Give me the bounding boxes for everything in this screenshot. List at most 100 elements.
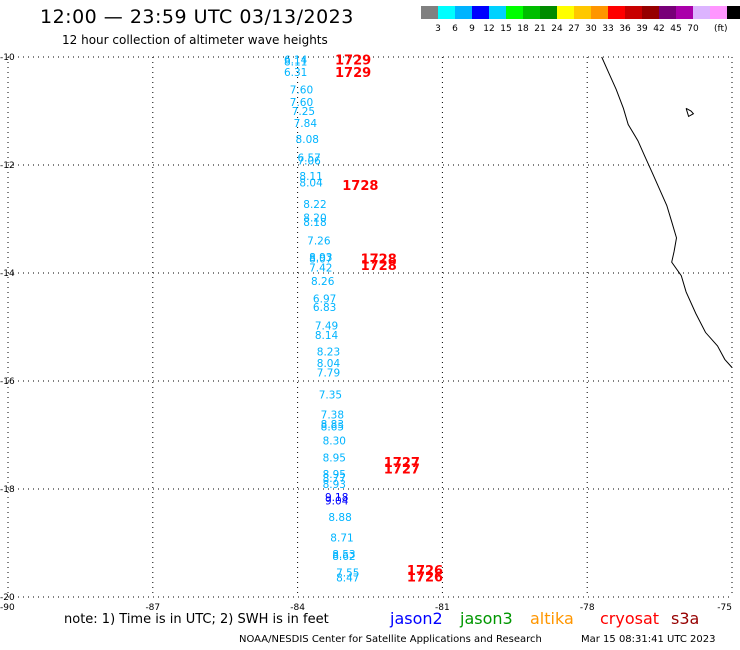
colorbar-swatch bbox=[472, 6, 489, 19]
colorbar-swatch bbox=[574, 6, 591, 19]
y-tick-label: -18 bbox=[0, 485, 15, 495]
colorbar-label: 15 bbox=[500, 24, 511, 34]
swh-value-s3a: 8.23 bbox=[317, 346, 340, 358]
swh-value-s3a: 8.14 bbox=[315, 330, 339, 342]
x-tick-label: -87 bbox=[145, 603, 160, 613]
pass-time-label: 1729 bbox=[335, 66, 371, 81]
colorbar-label: 18 bbox=[517, 24, 529, 34]
swh-value-s3a: 8.08 bbox=[296, 134, 319, 146]
pass-time-label: 1727 bbox=[384, 462, 420, 477]
swh-value-s3a: 8.18 bbox=[303, 217, 326, 229]
swh-value-s3a: 8.04 bbox=[299, 177, 323, 189]
colorbar-label: 45 bbox=[670, 24, 681, 34]
axis-tick-labels: -90 -87 -84 -81 -78 -75 -10 -12 -14 -16 -18 -20 bbox=[0, 53, 732, 613]
swh-value-s3a: 8.95 bbox=[323, 453, 346, 465]
swh-value-s3a: 8.53 bbox=[332, 549, 355, 561]
y-tick-label: -14 bbox=[0, 269, 15, 279]
swh-value-s3a: 8.71 bbox=[330, 533, 353, 545]
coastline-line bbox=[601, 56, 733, 368]
map-grid bbox=[7, 56, 733, 598]
swh-value-s3a: 8.30 bbox=[323, 435, 346, 447]
swh-value-s3a: 8.93 bbox=[323, 479, 346, 491]
pass-time-label: 1728 bbox=[361, 259, 397, 274]
wave-height-observations: 9.189.046.148.116.317.607.607.257.848.08… bbox=[284, 55, 360, 585]
x-tick-label: -78 bbox=[580, 603, 595, 613]
colorbar-swatch bbox=[676, 6, 693, 19]
swh-value-s3a: 7.84 bbox=[294, 118, 318, 130]
swh-value-s3a: 8.04 bbox=[317, 358, 341, 370]
swh-value-s3a: 8.20 bbox=[303, 212, 326, 224]
legend-jason2: jason2 bbox=[390, 609, 443, 628]
map-title: 12:00 — 23:59 UTC 03/13/2023 bbox=[40, 6, 354, 28]
colorbar-swatch bbox=[710, 6, 727, 19]
swh-value-s3a: 8.77 bbox=[323, 473, 346, 485]
swh-value-s3a: 7.49 bbox=[315, 320, 338, 332]
color-scale-legend: 3 6 9 12 15 18 21 24 27 30 33 36 39 42 45 70 (ft) bbox=[421, 6, 740, 34]
swh-value-s3a: 8.22 bbox=[303, 199, 326, 211]
swh-value-s3a: 6.97 bbox=[313, 293, 336, 305]
colorbar-label: 3 bbox=[435, 24, 441, 34]
colorbar-label: 70 bbox=[687, 24, 699, 34]
colorbar-swatch bbox=[659, 6, 676, 19]
colorbar-label: 30 bbox=[585, 24, 597, 34]
swh-value-s3a: 8.11 bbox=[284, 56, 307, 68]
colorbar-label: 36 bbox=[619, 24, 631, 34]
colorbar-label: 42 bbox=[653, 24, 664, 34]
island-outline bbox=[685, 107, 695, 118]
pass-time-label: 1728 bbox=[342, 179, 378, 194]
colorbar-label: 6 bbox=[452, 24, 458, 34]
y-tick-label: -10 bbox=[0, 53, 15, 63]
colorbar-label: 39 bbox=[636, 24, 648, 34]
colorbar-swatch bbox=[642, 6, 659, 19]
pass-time-label: 1727 bbox=[384, 456, 420, 471]
swh-value-s3a: 8.83 bbox=[321, 419, 344, 431]
swh-value-s3a: 8.62 bbox=[332, 551, 355, 563]
swh-value-s3a: 6.83 bbox=[313, 302, 336, 314]
x-tick-label: -81 bbox=[435, 603, 450, 613]
swh-value-s3a: 7.35 bbox=[319, 390, 342, 402]
colorbar-swatch bbox=[625, 6, 642, 19]
colorbar-label: 9 bbox=[469, 24, 475, 34]
colorbar-swatch bbox=[523, 6, 540, 19]
swh-value-s3a: 8.88 bbox=[328, 512, 351, 524]
swh-value-s3a: 8.47 bbox=[336, 573, 359, 585]
colorbar-swatch bbox=[540, 6, 557, 19]
swh-value-s3a: 8.26 bbox=[311, 276, 335, 288]
swh-value-s3a: 7.38 bbox=[321, 409, 344, 421]
swh-value-s3a: 7.55 bbox=[336, 568, 359, 580]
colorbar-swatch bbox=[557, 6, 574, 19]
swh-value-s3a: 7.60 bbox=[290, 97, 313, 109]
swh-value-s3a: 7.42 bbox=[309, 263, 332, 275]
swh-value-jason2: 9.04 bbox=[325, 495, 349, 507]
x-tick-label: -84 bbox=[290, 603, 305, 613]
note-text: note: 1) Time is in UTC; 2) SWH is in fe… bbox=[64, 612, 329, 627]
colorbar-label: 33 bbox=[602, 24, 613, 34]
pass-time-label: 1729 bbox=[335, 54, 371, 69]
colorbar-label: 21 bbox=[534, 24, 545, 34]
colorbar-swatch bbox=[608, 6, 625, 19]
swh-value-s3a: 8.95 bbox=[323, 469, 346, 481]
legend-s3a: s3a bbox=[671, 609, 700, 628]
swh-value-jason2: 9.18 bbox=[325, 492, 348, 504]
y-tick-label: -16 bbox=[0, 377, 15, 387]
y-tick-label: -12 bbox=[0, 161, 15, 171]
swh-value-s3a: 8.11 bbox=[299, 171, 322, 183]
swh-value-s3a: 7.60 bbox=[290, 84, 313, 96]
swh-value-s3a: 7.06 bbox=[297, 156, 321, 168]
legend-altika: altika bbox=[530, 609, 574, 628]
colorbar-swatch bbox=[506, 6, 523, 19]
credit-text: NOAA/NESDIS Center for Satellite Applica… bbox=[239, 634, 542, 645]
x-tick-label: -75 bbox=[717, 603, 732, 613]
colorbar-swatch bbox=[489, 6, 506, 19]
swh-value-s3a: 6.57 bbox=[297, 152, 320, 164]
colorbar-swatch bbox=[438, 6, 455, 19]
pass-time-label: 1726 bbox=[407, 570, 443, 585]
colorbar-swatch bbox=[591, 6, 608, 19]
swh-value-s3a: 8.07 bbox=[309, 253, 332, 265]
swh-value-s3a: 7.26 bbox=[307, 236, 331, 248]
colorbar-swatch bbox=[693, 6, 710, 19]
colorbar-swatch bbox=[421, 6, 438, 19]
timestamp-text: Mar 15 08:31:41 UTC 2023 bbox=[581, 634, 716, 645]
